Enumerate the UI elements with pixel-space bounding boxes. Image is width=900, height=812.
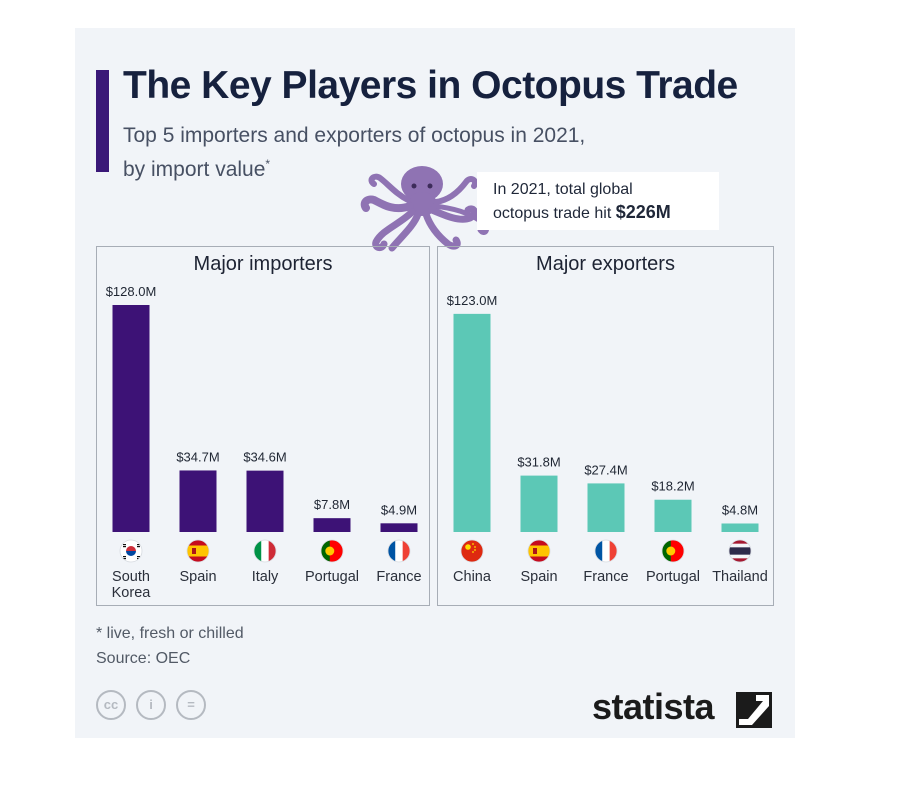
importers-title: Major importers <box>193 253 333 275</box>
exporters-title: Major exporters <box>536 253 675 275</box>
cc-icon[interactable]: cc <box>96 690 126 720</box>
subtitle: Top 5 importers and exporters of octopus… <box>123 121 723 184</box>
importers-category-label-2: Italy <box>252 569 279 585</box>
thailand-flag-icon <box>728 539 752 563</box>
by-icon[interactable]: i <box>136 690 166 720</box>
importers-panel: Major importers $128.0M South Korea $34.7M S… <box>96 246 430 606</box>
importers-category-label-4: France <box>376 569 421 585</box>
page-title: The Key Players in Octopus Trade <box>123 64 738 107</box>
portugal-flag-icon <box>320 539 344 563</box>
title-accent-bar <box>96 70 109 172</box>
exporters-bar-3 <box>654 499 692 532</box>
octopus-illustration <box>360 166 489 252</box>
importers-bar-0 <box>112 305 150 532</box>
importers-bar-3 <box>313 518 351 532</box>
exporters-value-label-4: $4.8M <box>722 502 758 517</box>
exporters-value-label-3: $18.2M <box>651 479 694 494</box>
callout-line-1: In 2021, total global <box>493 181 633 198</box>
source-note: Source: OEC <box>96 650 191 667</box>
importers-category-label-3: Portugal <box>305 569 359 585</box>
exporters-bar-1 <box>520 475 558 532</box>
statista-logo-icon <box>736 692 772 728</box>
callout-line-2: octopus trade hit <box>493 205 616 222</box>
exporters-chart: $123.0M China $31.8M Spain $27.4M France $18.2… <box>447 293 768 585</box>
importers-category-label-0: Korea <box>112 585 152 601</box>
subtitle-asterisk: * <box>265 157 271 171</box>
subtitle-line-2: by import value <box>123 158 266 181</box>
exporters-panel: Major exporters $123.0M China $31.8M Spain $… <box>437 246 774 606</box>
total-trade-callout: In 2021, total global octopus trade hit … <box>477 172 719 230</box>
exporters-value-label-2: $27.4M <box>584 462 627 477</box>
importers-value-label-0: $128.0M <box>106 284 157 299</box>
exporters-category-label-1: Spain <box>520 569 557 585</box>
nd-icon[interactable]: = <box>176 690 206 720</box>
exporters-value-label-1: $31.8M <box>517 455 560 470</box>
south-korea-flag-icon <box>119 539 143 563</box>
exporters-value-label-0: $123.0M <box>447 293 498 308</box>
exporters-category-label-2: France <box>583 569 628 585</box>
importers-bar-4 <box>380 523 418 532</box>
subtitle-line-1: Top 5 importers and exporters of octopus… <box>123 124 586 147</box>
exporters-bar-4 <box>721 523 759 532</box>
spain-flag-icon <box>527 539 551 563</box>
importers-value-label-4: $4.9M <box>381 502 417 517</box>
exporters-bar-2 <box>587 483 625 532</box>
importers-bar-1 <box>179 470 217 532</box>
spain-flag-icon <box>186 539 210 563</box>
importers-value-label-2: $34.6M <box>243 450 286 465</box>
exporters-category-label-4: Thailand <box>712 569 768 585</box>
importers-category-label-0: South <box>112 569 150 585</box>
exporters-category-label-0: China <box>453 569 492 585</box>
china-flag-icon <box>460 539 484 563</box>
importers-value-label-3: $7.8M <box>314 497 350 512</box>
france-flag-icon <box>594 539 618 563</box>
importers-value-label-1: $34.7M <box>176 449 219 464</box>
exporters-bar-0 <box>453 313 491 532</box>
importers-bar-2 <box>246 470 284 532</box>
france-flag-icon <box>387 539 411 563</box>
infographic-card <box>75 28 795 738</box>
importers-category-label-1: Spain <box>179 569 216 585</box>
footnote: * live, fresh or chilled <box>96 625 244 642</box>
italy-flag-icon <box>253 539 277 563</box>
statista-logo[interactable]: statista <box>592 686 715 727</box>
callout-value: $226M <box>615 202 671 222</box>
portugal-flag-icon <box>661 539 685 563</box>
exporters-category-label-3: Portugal <box>646 569 700 585</box>
